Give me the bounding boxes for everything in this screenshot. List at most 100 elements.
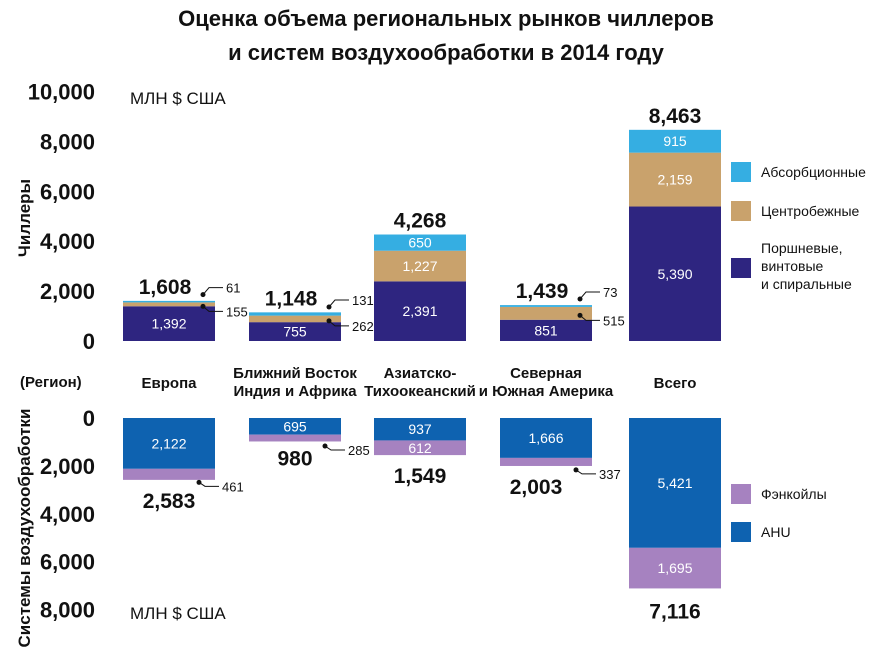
bar-segment-piston <box>123 306 215 341</box>
chart-title-line: Оценка объема региональных рынков чиллер… <box>178 6 714 31</box>
bar-segment-ahu <box>500 418 592 458</box>
data-label: 755 <box>283 324 307 340</box>
callout-line <box>202 287 223 295</box>
data-label: 285 <box>348 443 370 458</box>
y-tick-label: 10,000 <box>28 80 95 105</box>
callout-line <box>579 314 600 321</box>
data-label: 61 <box>226 281 240 296</box>
unit-label: МЛН $ США <box>130 89 226 108</box>
bar-segment-absorption <box>500 305 592 307</box>
region-axis-label: (Регион) <box>20 374 82 391</box>
legend-label: винтовые <box>761 258 824 274</box>
y-tick-label: 8,000 <box>40 598 95 623</box>
bar-segment-centrifugal <box>500 306 592 320</box>
data-label: 337 <box>599 467 621 482</box>
category-label: и Южная Америка <box>479 383 614 400</box>
bar-segment-centrifugal <box>374 250 466 282</box>
data-label: 1,666 <box>528 430 563 446</box>
bar-segment-ahu <box>249 418 341 435</box>
data-label: 851 <box>534 322 558 338</box>
legend-swatch <box>731 258 751 278</box>
bar-segment-centrifugal <box>123 302 215 307</box>
bar-total: 4,268 <box>394 210 447 233</box>
chart-title-line: и систем воздухообработки в 2014 году <box>228 40 664 65</box>
callout-line <box>324 445 345 451</box>
data-label: 1,392 <box>151 316 186 332</box>
bar-segment-piston <box>374 281 466 341</box>
y-tick-label: 8,000 <box>40 129 95 154</box>
bar-segment-absorption <box>123 300 215 303</box>
legend-label: и спиральные <box>761 276 852 292</box>
category-label: Ближний Восток <box>233 365 357 382</box>
category-label: Индия и Африка <box>233 383 357 400</box>
bar-segment-centrifugal <box>629 152 721 207</box>
callout-line <box>328 320 349 327</box>
data-label: 650 <box>408 235 432 251</box>
bar-segment-fancoil <box>374 440 466 456</box>
y-tick-label: 0 <box>83 406 95 431</box>
y-tick-label: 4,000 <box>40 229 95 254</box>
legend-label: Поршневые, <box>761 240 843 256</box>
data-label: 5,421 <box>657 475 692 491</box>
y-axis-title: Чиллеры <box>15 179 34 257</box>
legend-label: Центробежные <box>761 203 860 219</box>
bar-segment-fancoil <box>629 547 721 589</box>
callout-line <box>579 291 600 300</box>
category-label: Северная <box>510 365 582 382</box>
data-label: 612 <box>408 440 432 456</box>
y-tick-label: 6,000 <box>40 179 95 204</box>
bar-segment-piston <box>500 319 592 341</box>
data-label: 5,390 <box>657 266 692 282</box>
bar-segment-fancoil <box>123 468 215 480</box>
y-tick-label: 0 <box>83 329 95 354</box>
bar-segment-fancoil <box>500 457 592 466</box>
legend-swatch <box>731 522 751 542</box>
data-label: 262 <box>352 319 374 334</box>
category-label: Тихоокеанский <box>364 383 476 400</box>
bar-segment-fancoil <box>249 434 341 442</box>
category-label: Азиатско- <box>384 365 457 382</box>
y-axis-title: Системы воздухообработки <box>15 409 34 648</box>
data-label: 73 <box>603 285 617 300</box>
data-label: 155 <box>226 304 248 319</box>
bar-segment-ahu <box>123 418 215 469</box>
legend-label: AHU <box>761 524 791 540</box>
legend-swatch <box>731 162 751 182</box>
bar-total: 1,549 <box>394 465 447 488</box>
data-label: 461 <box>222 479 244 494</box>
bar-segment-absorption <box>629 129 721 153</box>
data-label: 131 <box>352 293 374 308</box>
bar-total: 2,003 <box>510 476 563 499</box>
category-label: Европа <box>142 375 198 392</box>
bar-total: 2,583 <box>143 490 196 513</box>
bar-segment-piston <box>249 322 341 341</box>
data-label: 2,391 <box>402 303 437 319</box>
data-label: 2,159 <box>657 172 692 188</box>
legend-label: Фэнкойлы <box>761 486 827 502</box>
callout-line <box>575 469 596 475</box>
category-label: Всего <box>654 375 697 392</box>
bar-segment-centrifugal <box>249 315 341 323</box>
bar-segment-absorption <box>249 312 341 316</box>
bar-total: 7,116 <box>649 600 700 623</box>
unit-label: МЛН $ США <box>130 604 226 623</box>
bar-total: 1,608 <box>139 276 192 299</box>
bar-segment-piston <box>629 206 721 341</box>
data-label: 1,695 <box>657 560 692 576</box>
bar-segment-absorption <box>374 234 466 251</box>
bar-total: 1,439 <box>516 280 569 303</box>
data-label: 937 <box>408 421 432 437</box>
data-label: 695 <box>283 418 307 434</box>
bar-total: 8,463 <box>649 105 702 128</box>
data-label: 515 <box>603 313 625 328</box>
callout-line <box>198 481 219 487</box>
bar-segment-ahu <box>374 418 466 441</box>
y-tick-label: 4,000 <box>40 502 95 527</box>
legend-swatch <box>731 201 751 221</box>
bar-segment-ahu <box>629 418 721 548</box>
data-label: 1,227 <box>402 258 437 274</box>
data-label: 915 <box>663 133 687 149</box>
callout-line <box>328 299 349 308</box>
legend-label: Абсорбционные <box>761 164 866 180</box>
